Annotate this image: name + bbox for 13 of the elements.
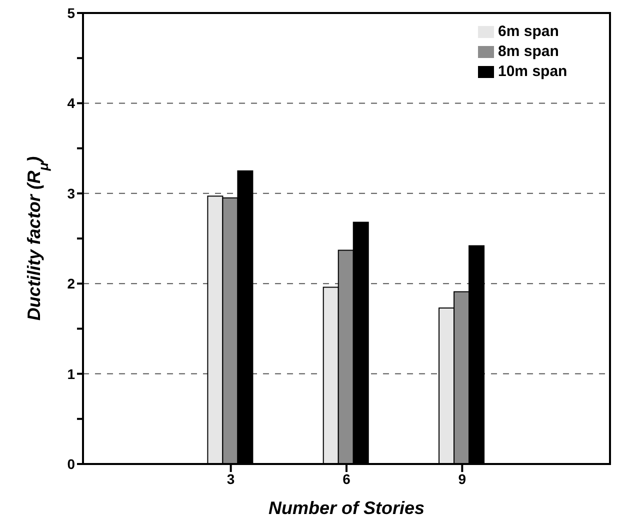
x-tick-label: 9 — [458, 470, 466, 487]
legend-label: 10m span — [498, 63, 568, 80]
x-tick-label: 6 — [342, 470, 351, 487]
y-tick-label: 4 — [67, 95, 76, 112]
x-tick-label: 3 — [226, 470, 235, 487]
y-tick-label: 5 — [67, 4, 76, 21]
y-tick-label: 0 — [67, 456, 76, 472]
legend-label: 8m span — [498, 43, 559, 60]
y-tick-label: 3 — [67, 185, 76, 202]
legend-label: 6m span — [498, 23, 559, 40]
y-tick-label: 1 — [67, 366, 76, 382]
y-tick-label: 2 — [67, 276, 76, 292]
x-axis-title: Number of Stories — [268, 498, 425, 518]
